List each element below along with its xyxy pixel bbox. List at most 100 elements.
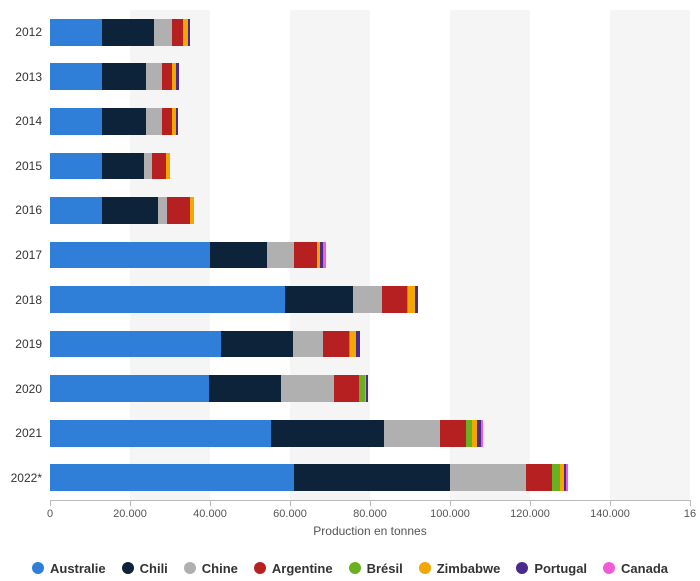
x-tick-label: 16 bbox=[684, 508, 696, 520]
legend-swatch bbox=[184, 562, 196, 574]
x-tick-label: 20.000 bbox=[113, 508, 147, 520]
bar-segment bbox=[293, 331, 323, 358]
bar-segment bbox=[440, 420, 465, 447]
bar-segment bbox=[50, 375, 209, 402]
legend-label: Portugal bbox=[534, 561, 587, 576]
bar-track bbox=[50, 331, 690, 358]
bar-segment bbox=[294, 242, 317, 269]
legend: AustralieChiliChineArgentineBrésilZimbab… bbox=[0, 561, 700, 578]
bar-segment bbox=[188, 19, 190, 46]
legend-label: Chili bbox=[140, 561, 168, 576]
bar-segment bbox=[334, 375, 359, 402]
x-tick bbox=[130, 500, 131, 506]
bar-segment bbox=[152, 153, 166, 180]
bar-segment bbox=[281, 375, 334, 402]
legend-item: Chili bbox=[122, 561, 168, 576]
x-tick-label: 80.000 bbox=[353, 508, 387, 520]
category-row: 2018 bbox=[50, 277, 690, 322]
legend-swatch bbox=[603, 562, 615, 574]
bar-segment bbox=[481, 420, 483, 447]
x-tick bbox=[370, 500, 371, 506]
bar-segment bbox=[102, 63, 146, 90]
x-axis: Production en tonnes 0 20.000 40.000 60.000… bbox=[50, 500, 690, 540]
bar-segment bbox=[384, 420, 440, 447]
bar-segment bbox=[50, 464, 294, 491]
bar-segment bbox=[285, 286, 353, 313]
bar-segment bbox=[50, 19, 102, 46]
category-label: 2013 bbox=[0, 70, 50, 84]
bar-segment bbox=[50, 331, 221, 358]
x-tick-label: 140.000 bbox=[590, 508, 630, 520]
x-tick-label: 120.000 bbox=[510, 508, 550, 520]
legend-swatch bbox=[349, 562, 361, 574]
x-tick bbox=[50, 500, 51, 506]
legend-item: Chine bbox=[184, 561, 238, 576]
bar-segment bbox=[50, 420, 271, 447]
category-label: 2018 bbox=[0, 293, 50, 307]
bar-track bbox=[50, 63, 690, 90]
category-label: 2017 bbox=[0, 248, 50, 262]
bar-segment bbox=[144, 153, 152, 180]
category-label: 2022* bbox=[0, 471, 50, 485]
bar-track bbox=[50, 197, 690, 224]
bar-segment bbox=[323, 331, 349, 358]
x-tick-label: 0 bbox=[47, 508, 53, 520]
bar-segment bbox=[566, 464, 568, 491]
bar-segment bbox=[356, 331, 359, 358]
x-tick bbox=[210, 500, 211, 506]
category-row: 2015 bbox=[50, 144, 690, 189]
bar-track bbox=[50, 153, 690, 180]
bar-segment bbox=[102, 153, 144, 180]
category-row: 2013 bbox=[50, 55, 690, 100]
category-row: 2020 bbox=[50, 366, 690, 411]
category-row: 2017 bbox=[50, 233, 690, 278]
bar-segment bbox=[102, 19, 154, 46]
bar-segment bbox=[190, 197, 194, 224]
bar-segment bbox=[50, 63, 102, 90]
bar-segment bbox=[146, 108, 162, 135]
legend-swatch bbox=[32, 562, 44, 574]
x-tick-label: 40.000 bbox=[193, 508, 227, 520]
legend-item: Portugal bbox=[516, 561, 587, 576]
bar-segment bbox=[176, 108, 178, 135]
bar-segment bbox=[50, 286, 285, 313]
bar-segment bbox=[102, 108, 146, 135]
legend-label: Argentine bbox=[272, 561, 333, 576]
bar-segment bbox=[323, 242, 325, 269]
bar-segment bbox=[50, 153, 102, 180]
bar-segment bbox=[366, 375, 367, 402]
category-label: 2021 bbox=[0, 426, 50, 440]
category-row: 2012 bbox=[50, 10, 690, 55]
bar-segment bbox=[209, 375, 281, 402]
bar-segment bbox=[146, 63, 162, 90]
bar-track bbox=[50, 19, 690, 46]
legend-label: Brésil bbox=[367, 561, 403, 576]
legend-item: Australie bbox=[32, 561, 106, 576]
category-label: 2012 bbox=[0, 25, 50, 39]
category-label: 2019 bbox=[0, 337, 50, 351]
category-label: 2014 bbox=[0, 114, 50, 128]
bar-segment bbox=[154, 19, 172, 46]
bar-segment bbox=[172, 19, 183, 46]
bar-segment bbox=[210, 242, 267, 269]
bar-segment bbox=[353, 286, 381, 313]
legend-label: Australie bbox=[50, 561, 106, 576]
x-tick bbox=[610, 500, 611, 506]
legend-swatch bbox=[516, 562, 528, 574]
category-row: 2016 bbox=[50, 188, 690, 233]
legend-item: Canada bbox=[603, 561, 668, 576]
bar-track bbox=[50, 242, 690, 269]
bar-segment bbox=[167, 197, 190, 224]
category-row: 2014 bbox=[50, 99, 690, 144]
x-tick bbox=[450, 500, 451, 506]
bar-segment bbox=[466, 420, 473, 447]
x-tick bbox=[690, 500, 691, 506]
legend-item: Argentine bbox=[254, 561, 333, 576]
bar-segment bbox=[162, 108, 172, 135]
bar-segment bbox=[50, 242, 210, 269]
bar-track bbox=[50, 375, 690, 402]
x-tick-label: 60.000 bbox=[273, 508, 307, 520]
x-axis-title: Production en tonnes bbox=[50, 524, 690, 538]
bar-segment bbox=[267, 242, 294, 269]
bar-segment bbox=[176, 63, 178, 90]
